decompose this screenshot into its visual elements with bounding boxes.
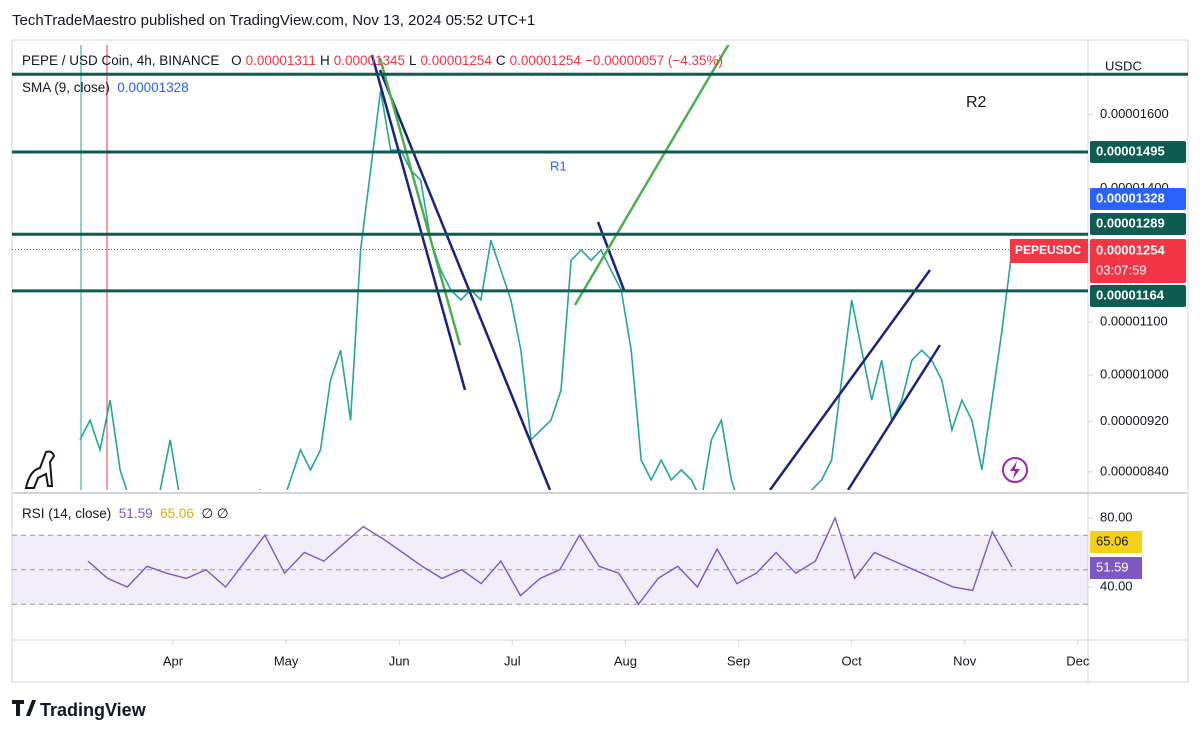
rsi-value: 51.59 [118,506,153,521]
price-tag-bg [1090,239,1186,283]
rsi-tag: 51.59 [1096,559,1129,574]
y-tick-label: 0.00000920 [1100,413,1169,428]
drawings [370,45,942,490]
ticker-tag-bg [1010,239,1088,263]
change: −0.00000057 (−4.35%) [584,53,724,68]
rsi-tick-label: 40.00 [1100,578,1133,593]
brand: TradingView [40,700,146,720]
alert-icon[interactable] [1002,457,1028,483]
level-tag-bg [1090,213,1186,235]
ohlc-key: O [231,53,242,68]
ohlc-value: 0.00001311 [245,53,316,68]
level-tag-bg [1090,285,1186,307]
x-tick-label: May [274,653,299,668]
ohlc-value: 0.00001254 [509,53,581,68]
trend-line [768,269,932,490]
ohlc-value: 0.00001254 [420,53,492,68]
rsi-tick-label: 80.00 [1100,509,1133,524]
trend-line [370,54,467,391]
chart-frame [11,39,1189,683]
x-tick-label: Dec [1066,653,1090,668]
symbol: PEPE / USD Coin, 4h, BINANCE [22,53,220,68]
sma-name: SMA (9, close) [22,80,110,95]
level-tag-bg [1090,141,1186,163]
ohlc-key: L [409,53,417,68]
y-tick-label: 0.00001600 [1100,106,1169,121]
x-tick-label: Jun [389,653,410,668]
x-tick-label: Nov [953,653,977,668]
x-tick-label: Oct [841,653,862,668]
x-tick-label: Sep [727,653,750,668]
annotation: R1 [550,158,567,173]
rsi-ma-value: 65.06 [160,506,194,521]
countdown: 03:07:59 [1096,262,1147,277]
level-tag: 0.00001164 [1096,287,1165,302]
rsi-ma-tag: 65.06 [1096,533,1129,548]
rsi-legend: RSI (14, close) 51.59 65.06 ∅ ∅ [22,506,229,522]
currency-label: USDC [1105,58,1142,73]
level-tag: 0.00001289 [1096,215,1165,230]
y-tick-label: 0.00001000 [1100,367,1169,382]
annotation: R2 [966,94,987,111]
publisher-line: TechTradeMaestro published on TradingVie… [12,12,536,29]
rsi-line [87,515,1013,606]
sma-value: 0.00001328 [117,80,189,95]
trend-line [846,344,942,490]
rsi-flags: ∅ ∅ [201,506,229,521]
trend-line [378,69,552,490]
sma-tag: 0.00001328 [1096,190,1165,205]
rsi-pane [12,515,1088,606]
y-tick-label: 0.00000840 [1100,463,1169,478]
price-pane [12,90,1088,490]
ohlc-key: C [495,53,506,68]
legend: PEPE / USD Coin, 4h, BINANCE O 0.00001311… [22,53,723,68]
ticker-tag: PEPEUSDC [1015,243,1081,257]
x-tick-label: Jul [504,653,521,668]
alert-bolt [1010,461,1020,479]
x-tick-label: Aug [614,653,637,668]
rsi-tag-bg [1090,557,1142,579]
sma-tag-bg [1090,188,1186,210]
ohlc-value: 0.00001345 [333,53,406,68]
logo-mascot [24,450,56,489]
price-tag: 0.00001254 [1096,242,1165,257]
x-tick-label: Apr [163,653,184,668]
price-line [79,90,1013,490]
level-tag: 0.00001495 [1096,143,1165,158]
rsi-name: RSI (14, close) [22,506,112,521]
trend-line [378,57,462,346]
trend-line [573,45,730,306]
tv-logo [12,700,36,716]
y-tick-label: 0.00001100 [1100,314,1168,329]
sma-legend: SMA (9, close) 0.00001328 [22,80,189,95]
rsi-band [12,535,1088,605]
ohlc-key: H [319,53,330,68]
rsi-ma-tag-bg [1090,531,1142,553]
